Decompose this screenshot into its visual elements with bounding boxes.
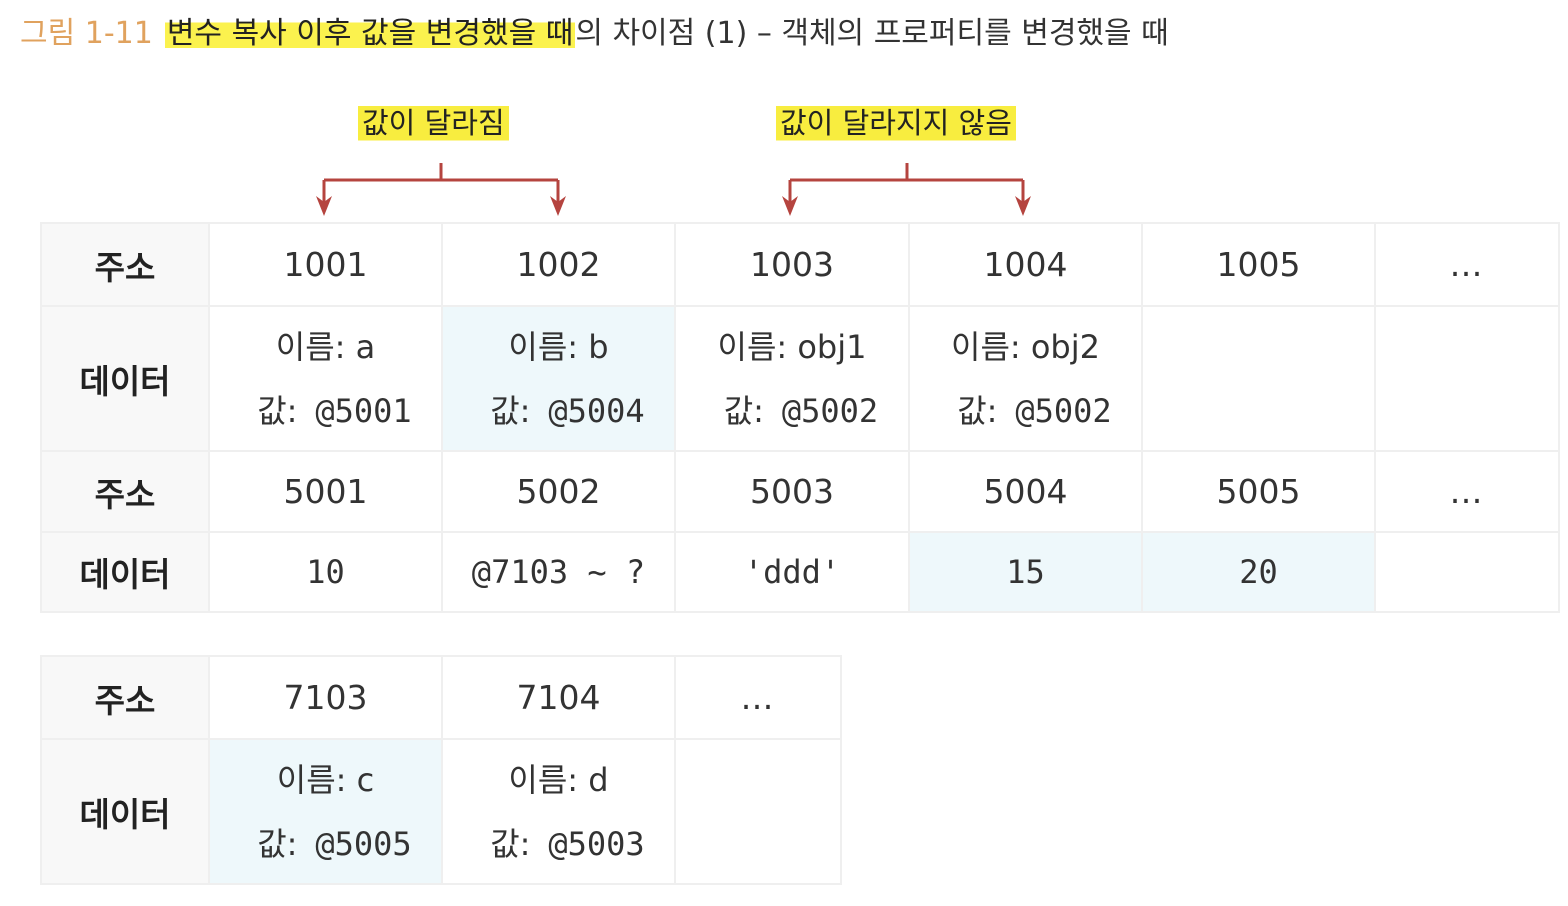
data-header: 데이터 bbox=[40, 738, 210, 885]
address-header: 주소 bbox=[40, 222, 210, 307]
address-cell: 1004 bbox=[908, 222, 1143, 307]
variable-name: 이름: obj2 bbox=[951, 327, 1100, 366]
empty-cell bbox=[1374, 531, 1560, 613]
address-cell: 5001 bbox=[208, 450, 443, 533]
property-name: 이름: c bbox=[276, 760, 375, 799]
memory-table-variables: 주소 1001 1002 1003 1004 1005 … 데이터 이름: a … bbox=[40, 222, 1560, 613]
caption-rest-text: 의 차이점 (1) – 객체의 프로퍼티를 변경했을 때 bbox=[575, 16, 1169, 51]
address-cell: 7103 bbox=[208, 655, 443, 740]
address-cell: 1001 bbox=[208, 222, 443, 307]
variable-value: @5001 bbox=[315, 391, 412, 430]
data-row: 데이터 10 @7103 ~ ? 'ddd' 15 20 bbox=[40, 531, 1560, 613]
variable-name: 이름: obj1 bbox=[717, 327, 867, 366]
address-ellipsis: … bbox=[1374, 222, 1560, 307]
variable-name: 이름: b bbox=[508, 327, 609, 366]
address-ellipsis: … bbox=[1374, 450, 1560, 533]
property-value: @5003 bbox=[548, 824, 645, 863]
caption-highlighted-text: 변수 복사 이후 값을 변경했을 때 bbox=[164, 16, 576, 51]
data-header: 데이터 bbox=[40, 531, 210, 613]
figure-caption: 그림 1-11 변수 복사 이후 값을 변경했을 때의 차이점 (1) – 객체의… bbox=[20, 14, 1169, 54]
address-header: 주소 bbox=[40, 450, 210, 533]
empty-cell bbox=[1141, 305, 1376, 452]
data-value-cell: 15 bbox=[908, 531, 1143, 613]
value-label: 값: bbox=[257, 824, 298, 863]
address-row: 주소 5001 5002 5003 5004 5005 … bbox=[40, 450, 1560, 533]
memory-table-properties: 주소 7103 7104 … 데이터 이름: c 값: @5005 이름: d 값… bbox=[40, 655, 842, 885]
value-label: 값: bbox=[723, 391, 764, 430]
label-value-changed: 값이 달라짐 bbox=[358, 102, 509, 144]
property-name: 이름: d bbox=[508, 760, 609, 799]
variable-cell-obj1: 이름: obj1 값: @5002 bbox=[674, 305, 910, 452]
address-cell: 5003 bbox=[674, 450, 910, 533]
address-cell: 1002 bbox=[441, 222, 676, 307]
address-ellipsis: … bbox=[674, 655, 842, 740]
empty-cell bbox=[674, 738, 842, 885]
label-value-unchanged: 값이 달라지지 않음 bbox=[776, 102, 1016, 144]
address-cell: 5005 bbox=[1141, 450, 1376, 533]
address-cell: 1003 bbox=[674, 222, 910, 307]
address-cell: 5002 bbox=[441, 450, 676, 533]
data-header: 데이터 bbox=[40, 305, 210, 452]
data-row: 데이터 이름: c 값: @5005 이름: d 값: @5003 bbox=[40, 738, 842, 885]
data-value-cell: 'ddd' bbox=[674, 531, 910, 613]
data-row: 데이터 이름: a 값: @5001 이름: b 값: @5004 이름: obj1… bbox=[40, 305, 1560, 452]
data-value-cell: 10 bbox=[208, 531, 443, 613]
property-cell-d: 이름: d 값: @5003 bbox=[441, 738, 676, 885]
property-value: @5005 bbox=[315, 824, 412, 863]
address-cell: 7104 bbox=[441, 655, 676, 740]
bracket-right-arrow bbox=[782, 163, 1031, 216]
variable-cell-a: 이름: a 값: @5001 bbox=[208, 305, 443, 452]
address-row: 주소 7103 7104 … bbox=[40, 655, 842, 740]
variable-name: 이름: a bbox=[275, 327, 376, 366]
address-cell: 1005 bbox=[1141, 222, 1376, 307]
value-label: 값: bbox=[490, 824, 531, 863]
data-value-cell: @7103 ~ ? bbox=[441, 531, 676, 613]
empty-cell bbox=[1374, 305, 1560, 452]
value-label: 값: bbox=[257, 391, 298, 430]
value-label: 값: bbox=[957, 391, 998, 430]
variable-value: @5002 bbox=[1015, 391, 1112, 430]
address-row: 주소 1001 1002 1003 1004 1005 … bbox=[40, 222, 1560, 307]
bracket-left-arrow bbox=[316, 163, 566, 216]
property-cell-c: 이름: c 값: @5005 bbox=[208, 738, 443, 885]
data-value-cell: 20 bbox=[1141, 531, 1376, 613]
variable-value: @5004 bbox=[548, 391, 645, 430]
caption-number: 그림 1-11 bbox=[20, 16, 153, 51]
variable-cell-b: 이름: b 값: @5004 bbox=[441, 305, 676, 452]
variable-value: @5002 bbox=[781, 391, 879, 430]
variable-cell-obj2: 이름: obj2 값: @5002 bbox=[908, 305, 1143, 452]
address-header: 주소 bbox=[40, 655, 210, 740]
address-cell: 5004 bbox=[908, 450, 1143, 533]
value-label: 값: bbox=[490, 391, 531, 430]
